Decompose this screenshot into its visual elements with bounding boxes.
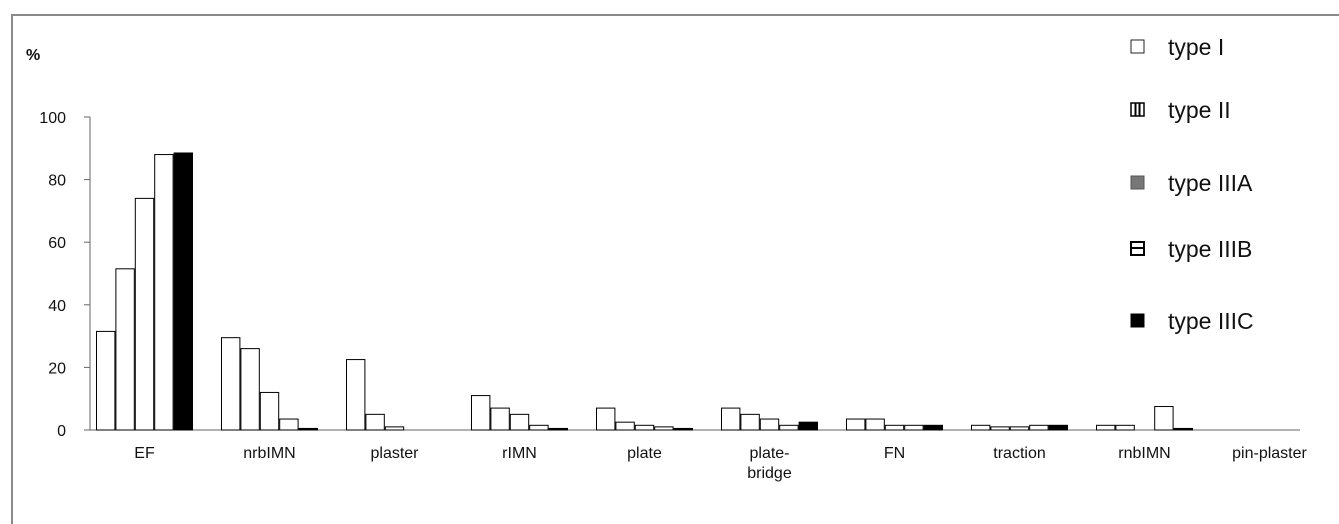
bar: [596, 407, 616, 431]
category-label: rIMN: [502, 445, 537, 462]
bar: [490, 407, 510, 431]
bar: [298, 427, 319, 431]
bar: [1154, 406, 1174, 431]
chart-frame: [11, 14, 1339, 524]
bar: [1029, 424, 1049, 431]
y-unit-label: %: [26, 47, 40, 64]
bar: [221, 337, 241, 431]
bar: [904, 424, 924, 431]
y-tick-label: 20: [48, 360, 66, 377]
category-label: plate: [627, 445, 662, 462]
bar: [1173, 427, 1193, 431]
bar: [615, 421, 635, 431]
bar: [1096, 424, 1116, 431]
bar: [240, 348, 260, 431]
bar: [529, 424, 549, 431]
bar: [471, 395, 491, 431]
category-label: EF: [134, 445, 155, 462]
bar: [634, 424, 655, 431]
bar: [846, 418, 866, 431]
bar: [134, 197, 155, 431]
legend-label: type I: [1168, 34, 1224, 60]
category-label: traction: [993, 445, 1045, 462]
legend-item: type I: [1130, 34, 1224, 60]
bar: [384, 426, 405, 431]
y-tick-label: 0: [57, 423, 66, 440]
bar: [673, 427, 693, 431]
bar: [923, 424, 943, 431]
bar: [509, 413, 530, 431]
bar: [346, 359, 366, 431]
category-label: FN: [884, 445, 905, 462]
legend-item: type IIIB: [1130, 236, 1252, 262]
legend-swatch-type-i: [1130, 39, 1145, 54]
bar: [990, 426, 1010, 431]
legend-label: type IIIC: [1168, 308, 1254, 334]
category-label: nrbIMN: [243, 445, 295, 462]
legend-swatch-type-iiic: [1130, 313, 1145, 328]
y-tick-label: 100: [39, 110, 66, 127]
y-tick-label: 40: [48, 298, 66, 315]
bar: [365, 413, 385, 431]
category-labels: EF nrbIMN plaster rIMN plate plate-bridge FN tr…: [134, 445, 1307, 482]
bar: [1048, 424, 1068, 431]
bar: [654, 426, 674, 431]
legend-item: type IIIA: [1130, 170, 1253, 196]
bar: [971, 424, 991, 431]
bar: [759, 418, 780, 431]
bar: [96, 330, 116, 431]
legend-swatch-type-iiia: [1130, 175, 1145, 190]
bar: [115, 268, 135, 431]
bar: [259, 391, 280, 431]
bar: [1115, 424, 1135, 431]
legend-item: type II: [1130, 97, 1231, 123]
bar: [548, 427, 568, 431]
legend-swatch-type-ii: [1130, 102, 1145, 117]
bar: [154, 154, 174, 431]
bar: [721, 407, 741, 431]
bar: [173, 152, 194, 431]
legend-item: type IIIC: [1130, 308, 1254, 334]
category-label: plaster: [370, 445, 419, 462]
bar: [740, 413, 760, 431]
category-label: plate-bridge: [747, 445, 792, 482]
bar: [279, 418, 299, 431]
bar: [779, 424, 799, 431]
legend-label: type II: [1168, 97, 1231, 123]
bar: [865, 418, 885, 431]
legend-label: type IIIB: [1168, 236, 1252, 262]
bars: [96, 152, 1193, 431]
bar: [1009, 426, 1030, 431]
category-label: rnbIMN: [1118, 445, 1170, 462]
category-label: pin-plaster: [1232, 445, 1307, 462]
y-tick-label: 60: [48, 235, 66, 252]
bar: [798, 421, 818, 431]
legend-label: type IIIA: [1168, 170, 1253, 196]
bar: [884, 424, 905, 431]
legend: type I type II type IIIA type IIIB type IIIC: [1130, 34, 1254, 334]
y-tick-label: 80: [48, 173, 66, 190]
